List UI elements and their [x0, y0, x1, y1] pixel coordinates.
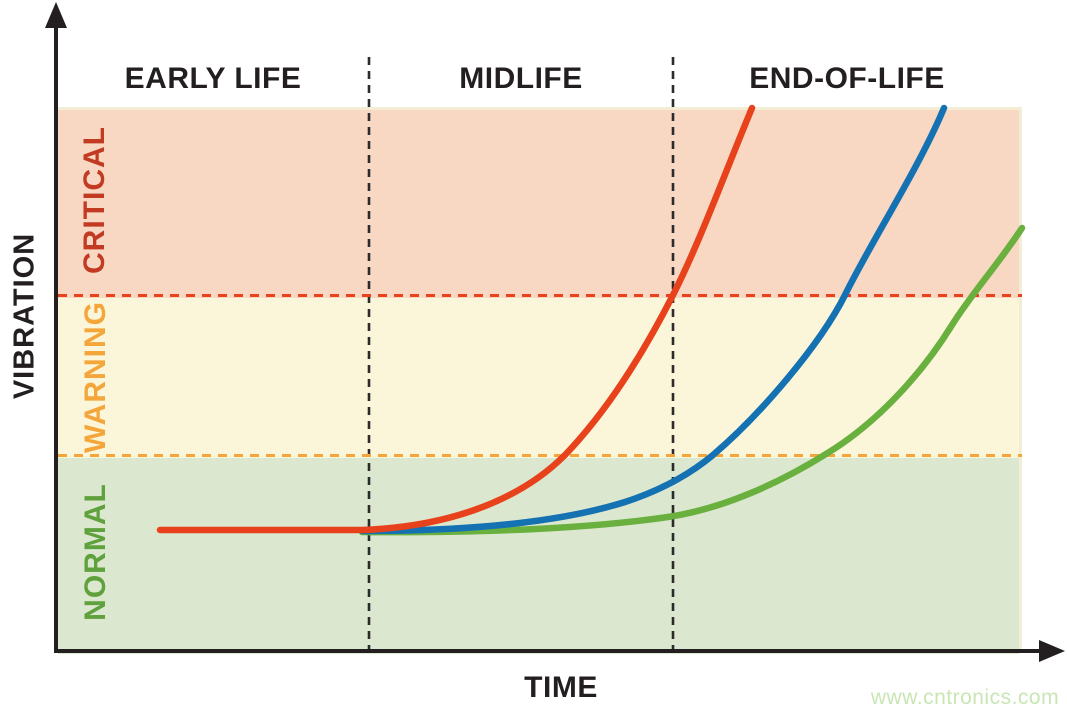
curve-blue — [358, 104, 948, 535]
phase-label-early-life: EARLY LIFE — [124, 62, 302, 95]
y-axis-title: VIBRATION — [8, 232, 41, 400]
curve-green — [358, 224, 1026, 536]
zone-bands — [58, 107, 1022, 654]
watermark-text: www.cntronics.com — [870, 686, 1060, 709]
normal-zone-band — [58, 458, 1019, 654]
y-axis-arrowhead-icon — [45, 2, 67, 28]
x-axis-arrowhead-icon — [1039, 640, 1065, 662]
phase-label-end-of-life: END-OF-LIFE — [749, 62, 945, 95]
zone-label-critical: CRITICAL — [78, 126, 111, 274]
phase-label-midlife: MIDLIFE — [459, 62, 583, 95]
zone-label-warning: WARNING — [79, 301, 112, 453]
x-axis-title: TIME — [524, 671, 598, 704]
curve-red — [156, 104, 756, 534]
zone-label-normal: NORMAL — [79, 483, 112, 621]
